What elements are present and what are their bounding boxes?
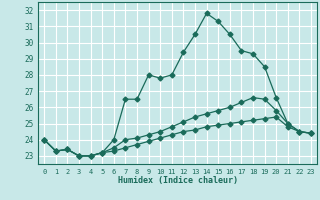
X-axis label: Humidex (Indice chaleur): Humidex (Indice chaleur): [118, 176, 238, 185]
